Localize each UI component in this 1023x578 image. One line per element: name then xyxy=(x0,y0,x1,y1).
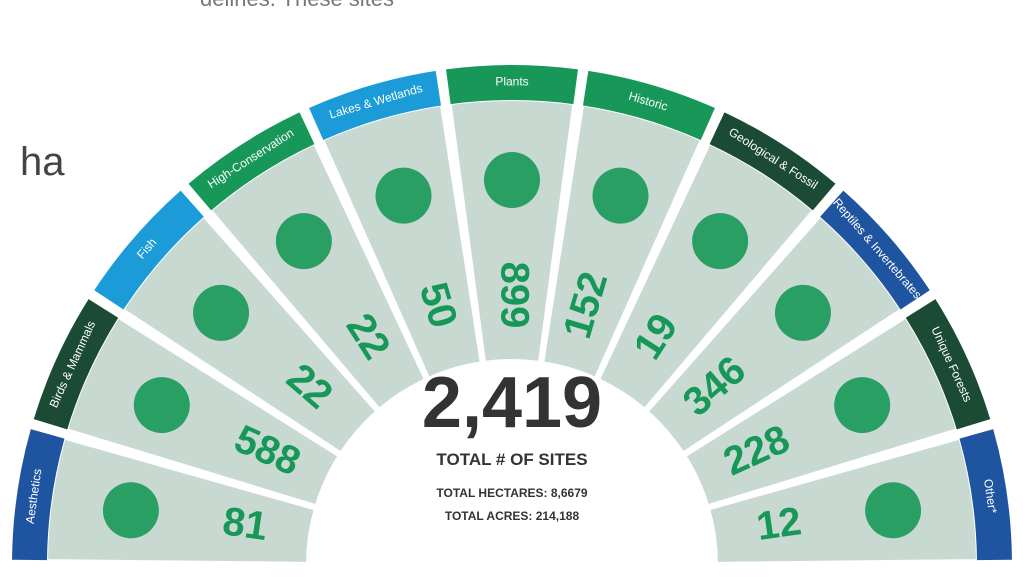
segment-label: Plants xyxy=(495,75,528,89)
segment-icon xyxy=(484,152,540,208)
segment-count: 899 xyxy=(492,262,536,329)
acres: TOTAL ACRES: 214,188 xyxy=(445,509,580,523)
cropped-text: delines. These sites xyxy=(200,0,394,11)
segment-icon xyxy=(376,168,432,224)
segment-count: 81 xyxy=(220,499,270,549)
total-caption: TOTAL # OF SITES xyxy=(436,450,587,469)
page: delines. These sites ha 2,419 TOTAL # OF… xyxy=(0,0,1023,578)
segment-count: 12 xyxy=(754,499,804,549)
segment-icon xyxy=(865,482,921,538)
cropped-text: ha xyxy=(20,140,65,184)
segment-icon xyxy=(276,213,332,269)
segment-icon xyxy=(592,168,648,224)
infographic: delines. These sites ha 2,419 TOTAL # OF… xyxy=(0,0,1023,578)
segment-icon xyxy=(775,285,831,341)
hectares: TOTAL HECTARES: 8,6679 xyxy=(436,486,587,500)
segment-icon xyxy=(134,377,190,433)
total: 2,419 xyxy=(422,363,602,443)
segment-icon xyxy=(834,377,890,433)
segment-icon xyxy=(692,213,748,269)
segment-icon xyxy=(193,285,249,341)
segment-icon xyxy=(103,482,159,538)
